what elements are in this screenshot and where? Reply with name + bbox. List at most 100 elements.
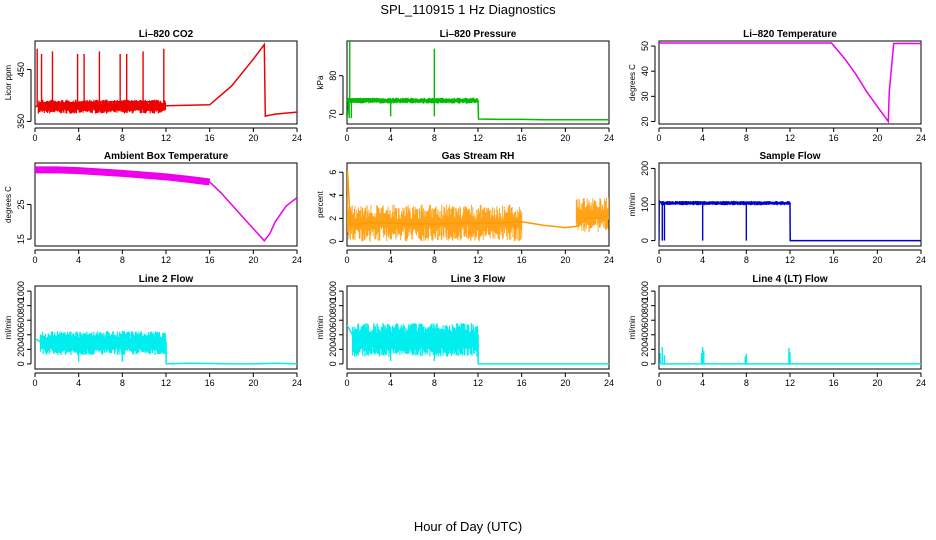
figure-title: SPL_110915 1 Hz Diagnostics <box>380 2 556 17</box>
series-line <box>659 199 921 242</box>
x-tick-label: 20 <box>560 378 570 388</box>
y-tick-label: 800 <box>16 298 26 313</box>
y-axis-label: percent <box>316 190 325 217</box>
x-tick-label: 24 <box>916 255 926 265</box>
plot-area <box>347 323 609 365</box>
panel-line2_flow: Line 2 Flow ml/min 0 4 8 12 16 20 24 0 20040060080… <box>4 274 302 388</box>
series-line <box>659 42 921 124</box>
x-tick-label: 16 <box>205 133 215 143</box>
x-tick-label: 0 <box>32 255 37 265</box>
plot-area <box>35 166 297 242</box>
x-tick-label: 16 <box>517 378 527 388</box>
y-tick-label: 350 <box>16 114 26 129</box>
x-tick-label: 4 <box>700 378 705 388</box>
plot-area <box>35 331 297 365</box>
x-tick-label: 0 <box>656 133 661 143</box>
x-tick-label: 16 <box>205 255 215 265</box>
panel-title: Gas Stream RH <box>442 151 515 162</box>
y-tick-label: 6 <box>328 170 338 175</box>
y-tick-label: 600 <box>328 313 338 328</box>
x-tick-label: 20 <box>872 133 882 143</box>
plot-area <box>347 169 609 242</box>
y-tick-label: 450 <box>16 62 26 77</box>
y-tick-label: 50 <box>640 41 650 51</box>
y-tick-label: 80 <box>328 71 338 81</box>
x-tick-label: 8 <box>432 255 437 265</box>
x-tick-label: 0 <box>656 378 661 388</box>
y-tick-label: 4 <box>328 193 338 198</box>
y-tick-label: 0 <box>640 361 650 366</box>
x-tick-label: 8 <box>744 255 749 265</box>
series-line <box>347 324 609 365</box>
y-axis-label: kPa <box>316 75 325 89</box>
x-tick-label: 20 <box>560 255 570 265</box>
x-tick-label: 8 <box>432 133 437 143</box>
noise-band <box>39 331 167 356</box>
figure-xlabel: Hour of Day (UTC) <box>414 519 522 534</box>
plot-frame <box>658 285 922 370</box>
y-tick-label: 200 <box>16 342 26 357</box>
panel-title: Li–820 CO2 <box>139 29 194 40</box>
x-tick-label: 16 <box>517 133 527 143</box>
x-tick-label: 8 <box>744 378 749 388</box>
panel-title: Line 4 (LT) Flow <box>752 274 828 285</box>
y-axis-label: ml/min <box>4 316 13 340</box>
panel-title: Li–820 Temperature <box>743 29 837 40</box>
x-tick-label: 12 <box>161 255 171 265</box>
panel-sample_flow: Sample Flow ml/min 0 4 8 12 16 20 24 0 100 200 <box>628 151 926 265</box>
x-tick-label: 20 <box>248 255 258 265</box>
x-tick-label: 24 <box>292 133 302 143</box>
x-tick-label: 12 <box>785 133 795 143</box>
x-tick-label: 20 <box>248 133 258 143</box>
x-tick-label: 0 <box>344 255 349 265</box>
x-tick-label: 24 <box>604 255 614 265</box>
x-tick-label: 4 <box>76 378 81 388</box>
panel-title: Li–820 Pressure <box>440 29 517 40</box>
x-tick-label: 24 <box>604 133 614 143</box>
x-tick-label: 4 <box>700 133 705 143</box>
x-tick-label: 12 <box>785 255 795 265</box>
y-axis-label: ml/min <box>316 316 325 340</box>
y-tick-label: 25 <box>16 199 26 209</box>
x-tick-label: 4 <box>700 255 705 265</box>
x-tick-label: 4 <box>76 133 81 143</box>
plot-frame <box>34 162 298 247</box>
x-tick-label: 24 <box>292 255 302 265</box>
x-tick-label: 16 <box>205 378 215 388</box>
panel-line3_flow: Line 3 Flow ml/min 0 4 8 12 16 20 24 0 20040060080… <box>316 274 614 388</box>
y-tick-label: 400 <box>328 327 338 342</box>
x-tick-label: 4 <box>388 133 393 143</box>
x-tick-label: 12 <box>785 378 795 388</box>
y-tick-label: 200 <box>328 342 338 357</box>
panel-pressure: Li–820 Pressure kPa 0 4 8 12 16 20 24 70 80 <box>316 29 614 143</box>
x-tick-label: 0 <box>32 133 37 143</box>
panel-licor_temp: Li–820 Temperature degrees C 0 4 8 12 16 20 24 20… <box>628 29 926 143</box>
x-tick-label: 0 <box>344 378 349 388</box>
y-axis-label: degrees C <box>628 64 637 101</box>
panel-title: Ambient Box Temperature <box>104 151 229 162</box>
y-tick-label: 400 <box>640 327 650 342</box>
plot-frame <box>34 40 298 125</box>
x-tick-label: 0 <box>344 133 349 143</box>
panel-box_temp: Ambient Box Temperature degrees C 0 4 8 12 16 2… <box>4 151 302 265</box>
y-tick-label: 1000 <box>328 281 338 301</box>
x-tick-label: 24 <box>916 133 926 143</box>
noise-band <box>351 323 479 357</box>
x-tick-label: 0 <box>656 255 661 265</box>
y-axis-label: Licor ppm <box>4 65 13 100</box>
noise-region <box>575 197 609 233</box>
x-tick-label: 8 <box>120 133 125 143</box>
plot-area <box>659 42 921 124</box>
plot-area <box>659 347 921 365</box>
plot-area <box>35 42 297 118</box>
x-tick-label: 20 <box>560 133 570 143</box>
y-tick-label: 200 <box>640 161 650 176</box>
plot-frame <box>346 285 610 370</box>
y-tick-label: 2 <box>328 216 338 221</box>
x-tick-label: 24 <box>916 378 926 388</box>
plot-frame <box>34 285 298 370</box>
y-axis-label: ml/min <box>628 316 637 340</box>
